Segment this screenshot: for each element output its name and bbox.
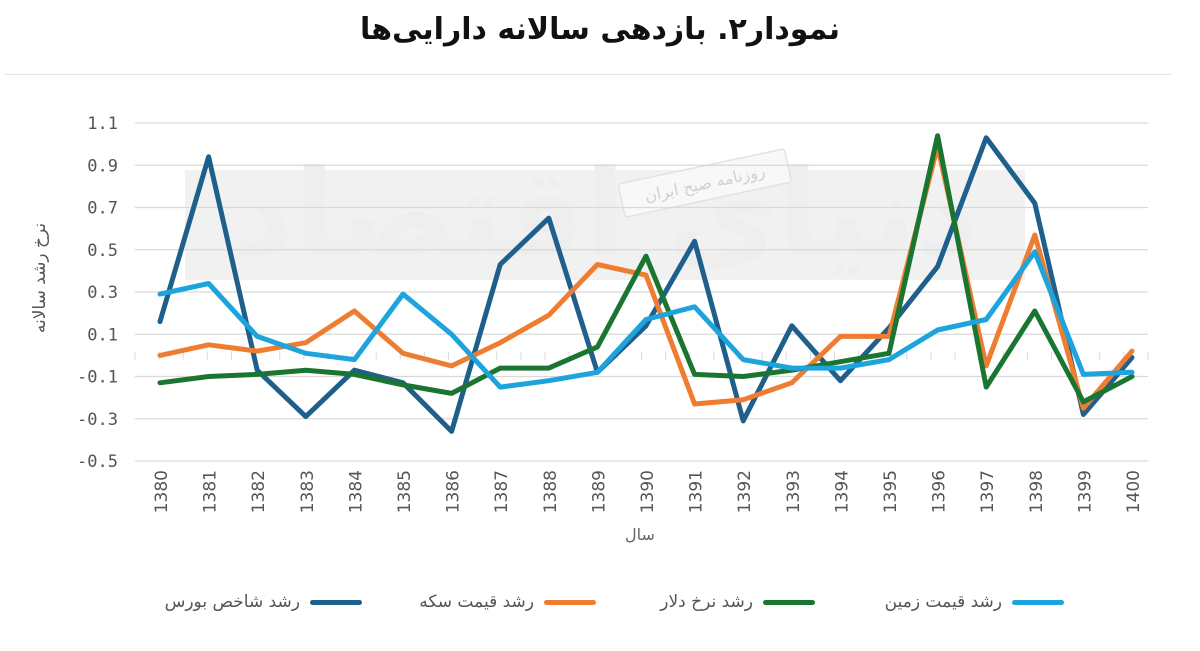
x-axis-label: سال	[625, 525, 655, 544]
y-tick-label: -0.1	[77, 368, 118, 388]
watermark-brand: دنیای اقتصاد	[232, 145, 978, 284]
legend-swatch	[1012, 599, 1064, 605]
y-tick-label: 0.5	[87, 241, 118, 261]
gridlines	[134, 122, 1149, 462]
x-tick-label: 1395	[881, 470, 901, 513]
series-line-dollar-rate	[157, 133, 1135, 405]
x-tick-label: 1397	[978, 470, 998, 513]
legend-label: رشد شاخص بورس	[164, 592, 300, 612]
series-line-land-price	[157, 249, 1135, 390]
legend: رشد شاخص بورس رشد قیمت سکه رشد نرخ دلار …	[0, 587, 1200, 617]
legend-swatch	[544, 599, 596, 605]
x-tick-label: 1389	[589, 470, 609, 513]
x-tick-label: 1391	[687, 470, 707, 513]
legend-label: رشد نرخ دلار	[660, 592, 753, 612]
watermark: دنیای اقتصاد روزنامه صبح ایران	[185, 145, 1025, 284]
y-tick-label: 0.3	[87, 283, 118, 303]
x-axis-ticks: 1380 1381 1382 1383 1384 1385 1386 1387 1388 1389…	[152, 470, 1144, 513]
legend-swatch	[763, 599, 815, 605]
legend-item-coin-price: رشد قیمت سکه	[419, 587, 596, 617]
x-tick-label: 1396	[930, 470, 950, 513]
x-tick-label: 1394	[832, 470, 852, 513]
y-axis-ticks: 1.1 0.9 0.7 0.5 0.3 0.1 -0.1 -0.3 -0.5	[77, 114, 118, 472]
legend-item-stock-index: رشد شاخص بورس	[165, 587, 362, 617]
x-tick-label: 1382	[249, 470, 269, 513]
y-tick-label: 0.1	[87, 325, 118, 345]
legend-item-dollar-rate: رشد نرخ دلار	[660, 587, 815, 617]
series-line-stock-index	[157, 135, 1135, 434]
x-tick-label: 1381	[201, 470, 221, 513]
series-lines	[157, 133, 1135, 434]
y-tick-label: 1.1	[87, 114, 118, 134]
x-tick-label: 1380	[152, 470, 172, 513]
x-tick-label: 1384	[346, 470, 366, 513]
y-tick-label: -0.5	[77, 452, 118, 472]
x-tick-label: 1393	[784, 470, 804, 513]
x-tick-label: 1390	[638, 470, 658, 513]
x-tick-label: 1387	[492, 470, 512, 513]
y-tick-label: -0.3	[77, 410, 118, 430]
x-tick-label: 1388	[541, 470, 561, 513]
x-tick-label: 1386	[444, 470, 464, 513]
x-tick-label: 1392	[735, 470, 755, 513]
title-divider	[5, 74, 1171, 75]
x-tick-label: 1385	[395, 470, 415, 513]
x-tick-label: 1400	[1124, 470, 1144, 513]
watermark-band	[185, 170, 1025, 280]
y-tick-label: 0.7	[87, 199, 118, 219]
chart-title: نمودار۲. بازدهی سالانه دارایی‌ها	[359, 12, 840, 47]
x-tick-label: 1383	[298, 470, 318, 513]
y-tick-label: 0.9	[87, 156, 118, 176]
x-tick-label: 1399	[1075, 470, 1095, 513]
legend-swatch	[310, 599, 362, 605]
x-tick-label: 1398	[1027, 470, 1047, 513]
legend-label: رشد قیمت زمین	[884, 592, 1002, 612]
legend-item-land-price: رشد قیمت زمین	[885, 587, 1064, 617]
y-axis-label: نرخ رشد سالانه	[30, 223, 50, 333]
legend-label: رشد قیمت سکه	[419, 592, 534, 612]
